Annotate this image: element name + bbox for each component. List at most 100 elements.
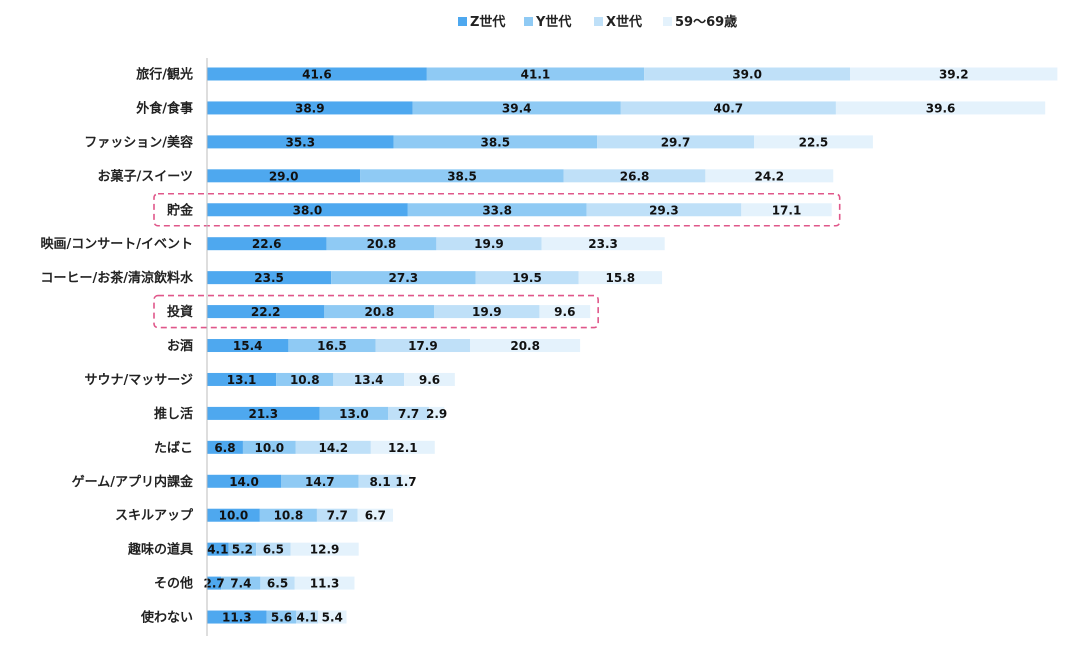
- data-label: 13.4: [354, 373, 384, 387]
- data-label: 16.5: [317, 339, 347, 353]
- data-label: 15.4: [233, 339, 263, 353]
- data-label: 38.5: [480, 135, 510, 149]
- bar-segment: [620, 101, 836, 115]
- bar-segment: [276, 372, 334, 386]
- bar-segment: [207, 406, 320, 420]
- data-label: 13.1: [227, 373, 257, 387]
- data-label: 12.1: [388, 441, 418, 455]
- data-label: 6.7: [365, 509, 386, 523]
- data-label: 21.3: [248, 407, 278, 421]
- bar-segment: [586, 203, 742, 217]
- bar-segment: [426, 67, 645, 81]
- data-label: 4.1: [207, 543, 228, 557]
- data-label: 19.9: [474, 237, 504, 251]
- category-label: 映画/コンサート/イベント: [41, 236, 194, 252]
- data-label: 35.3: [285, 135, 315, 149]
- data-label: 9.6: [554, 305, 575, 319]
- bar-segment: [404, 372, 455, 386]
- bar-segment: [541, 237, 665, 251]
- data-label: 41.1: [521, 68, 551, 82]
- bar-segment: [412, 101, 621, 115]
- category-label: 趣味の道具: [127, 542, 193, 558]
- category-tick-labels: 旅行/観光外食/食事ファッション/美容お菓子/スイーツ貯金映画/コンサート/イベ…: [41, 67, 194, 626]
- category-label: コーヒー/お茶/清涼飲料水: [41, 270, 194, 286]
- bar-segment: [207, 237, 327, 251]
- data-label: 11.3: [222, 611, 252, 625]
- bar-segment: [436, 237, 542, 251]
- data-label: 7.4: [230, 577, 251, 591]
- data-label: 22.2: [251, 305, 281, 319]
- bar-segment: [563, 169, 706, 183]
- legend-label: X世代: [606, 14, 642, 30]
- data-label: 17.9: [408, 339, 438, 353]
- bar-segment: [207, 576, 222, 590]
- bar-segment: [539, 305, 591, 319]
- bar-segment: [475, 271, 579, 285]
- bar-segment: [324, 305, 435, 319]
- data-label: 20.8: [367, 237, 397, 251]
- data-label: 22.5: [799, 135, 829, 149]
- legend: Z世代 Y世代 X世代 59〜69歳: [458, 14, 737, 30]
- bar-segment: [207, 440, 243, 454]
- category-label: お酒: [167, 339, 193, 354]
- category-label: お菓子/スイーツ: [98, 168, 194, 184]
- bar-segment: [375, 339, 471, 353]
- bar-segment: [207, 305, 325, 319]
- bar-segment: [296, 610, 318, 624]
- data-label: 29.3: [649, 203, 679, 217]
- legend-label: Y世代: [535, 14, 571, 30]
- bar-segment: [207, 508, 260, 522]
- data-label: 14.2: [319, 441, 349, 455]
- bar-segment: [470, 339, 581, 353]
- bar-segment: [705, 169, 834, 183]
- data-label: 2.9: [426, 407, 447, 421]
- data-label: 7.7: [327, 509, 348, 523]
- bar-segment: [207, 542, 229, 556]
- bar-segment: [753, 135, 873, 149]
- bar-segment: [578, 271, 663, 285]
- data-label: 23.3: [588, 237, 618, 251]
- bar-segment: [434, 305, 540, 319]
- data-label: 33.8: [482, 203, 512, 217]
- bar-segment: [835, 101, 1046, 115]
- data-label: 5.4: [322, 611, 343, 625]
- data-label: 41.6: [302, 68, 332, 82]
- data-label: 10.0: [255, 441, 285, 455]
- highlight-box: [153, 294, 599, 329]
- bar-segment: [401, 474, 411, 488]
- bars: [207, 67, 1058, 624]
- category-label: ゲーム/アプリ内課金: [72, 474, 194, 490]
- bar-segment: [357, 508, 394, 522]
- bar-segment: [294, 576, 355, 590]
- data-label: 9.6: [419, 373, 440, 387]
- bar-segment: [326, 237, 437, 251]
- data-label: 20.8: [510, 339, 540, 353]
- bar-segment: [266, 610, 297, 624]
- data-label: 39.6: [926, 101, 956, 115]
- legend-swatch: [524, 17, 533, 26]
- bar-segment: [393, 135, 598, 149]
- data-label: 5.6: [271, 611, 292, 625]
- data-label: 17.1: [772, 203, 802, 217]
- data-label: 19.9: [472, 305, 502, 319]
- bar-segment: [221, 576, 261, 590]
- data-label: 13.0: [339, 407, 369, 421]
- data-label: 2.7: [204, 577, 225, 591]
- bar-segment: [741, 203, 832, 217]
- data-label: 10.8: [274, 509, 304, 523]
- category-label: 推し活: [154, 406, 193, 422]
- category-label: 投資: [167, 304, 193, 320]
- highlight-boxes: [153, 192, 841, 329]
- data-label: 10.0: [219, 509, 249, 523]
- data-label: 40.7: [714, 101, 744, 115]
- bar-segment: [256, 542, 291, 556]
- data-labels: 41.6 41.1 39.0 39.2 38.9 39.4 40.7 39.6 35.3 38.5…: [204, 68, 969, 625]
- bar-segment: [260, 576, 295, 590]
- legend-label: 59〜69歳: [675, 14, 737, 30]
- data-label: 39.2: [939, 68, 969, 82]
- bar-segment: [317, 610, 347, 624]
- data-label: 19.5: [512, 271, 542, 285]
- bar-segment: [207, 474, 281, 488]
- category-label: 貯金: [167, 202, 194, 218]
- category-label: 使わない: [140, 610, 193, 626]
